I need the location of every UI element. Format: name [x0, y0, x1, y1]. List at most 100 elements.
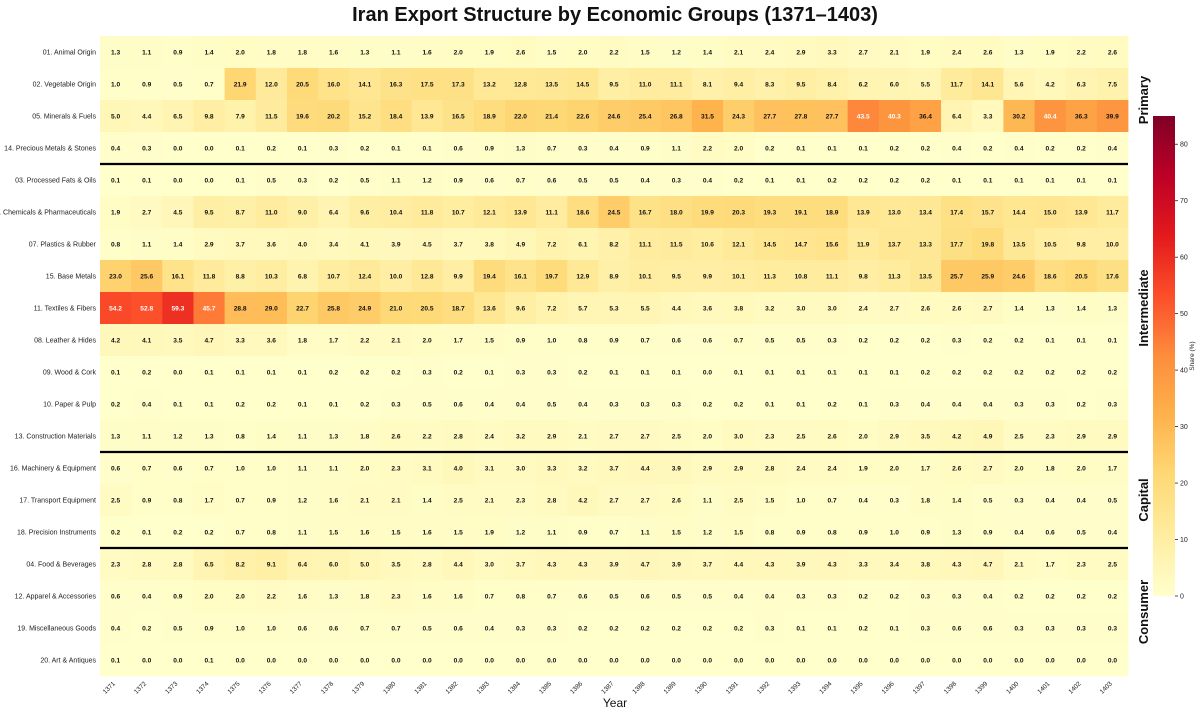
- heatmap-cell: [504, 388, 537, 421]
- heatmap-cell: [754, 100, 786, 133]
- heatmap-cell: [193, 644, 226, 677]
- cell-value: 1.3: [1046, 305, 1055, 312]
- heatmap-cell: [629, 164, 662, 197]
- cell-value: 0.1: [1108, 337, 1117, 344]
- cell-value: 27.7: [826, 113, 839, 120]
- cell-value: 2.8: [423, 561, 432, 568]
- heatmap-cell: [629, 420, 662, 453]
- heatmap-cell: [660, 420, 693, 453]
- cell-value: 3.1: [485, 465, 494, 472]
- heatmap-cell: [1065, 292, 1098, 325]
- heatmap-cell: [162, 388, 194, 421]
- cell-value: 0.9: [267, 497, 276, 504]
- heatmap-cell: [691, 516, 724, 549]
- heatmap-cell: [1034, 484, 1067, 517]
- cell-value: 22.0: [514, 113, 527, 120]
- heatmap-cell: [318, 164, 350, 197]
- cell-value: 14.7: [794, 241, 807, 248]
- cell-value: 9.8: [204, 113, 213, 120]
- heatmap-cell: [193, 324, 226, 357]
- cell-value: 1.2: [703, 529, 712, 536]
- heatmap-cell: [785, 100, 817, 133]
- heatmap-cell: [162, 36, 194, 69]
- column-label: 1403: [1099, 680, 1114, 695]
- heatmap-cell: [224, 356, 257, 389]
- cell-value: 25.6: [140, 273, 153, 280]
- cell-value: 2.0: [703, 433, 712, 440]
- heatmap-cell: [411, 164, 444, 197]
- cell-value: 0.8: [827, 529, 836, 536]
- heatmap-cell: [162, 164, 194, 197]
- heatmap-cell: [1034, 356, 1067, 389]
- heatmap-cell: [1096, 68, 1129, 101]
- cell-value: 3.9: [672, 465, 681, 472]
- heatmap-cell: [847, 420, 880, 453]
- cell-value: 0.1: [1077, 337, 1086, 344]
- heatmap-cell: [785, 548, 817, 581]
- cell-value: 3.0: [734, 433, 743, 440]
- cell-value: 2.9: [547, 433, 556, 440]
- heatmap-cell: [941, 292, 973, 325]
- cell-value: 2.6: [1108, 49, 1117, 56]
- cell-value: 3.3: [983, 113, 992, 120]
- heatmap-cell: [1034, 292, 1067, 325]
- heatmap-cell: [131, 132, 163, 165]
- heatmap-cell: [941, 516, 973, 549]
- heatmap-cell: [723, 420, 755, 453]
- cell-value: 6.4: [329, 209, 338, 216]
- heatmap-cell: [567, 452, 599, 485]
- heatmap-cell: [193, 516, 226, 549]
- cell-value: 0.1: [827, 145, 836, 152]
- cell-value: 0.3: [609, 401, 618, 408]
- heatmap-cell: [878, 324, 911, 357]
- cell-value: 1.4: [1077, 305, 1086, 312]
- heatmap-cell: [504, 260, 537, 293]
- cell-value: 0.1: [204, 369, 213, 376]
- cell-value: 0.0: [1108, 657, 1117, 664]
- heatmap-cell: [536, 100, 568, 133]
- heatmap-cell: [442, 548, 475, 581]
- heatmap-cell: [691, 68, 724, 101]
- heatmap-cell: [224, 36, 257, 69]
- cell-value: 0.0: [204, 145, 213, 152]
- heatmap-cell: [100, 388, 132, 421]
- heatmap-cell: [567, 580, 599, 613]
- heatmap-cell: [100, 516, 132, 549]
- heatmap-cell: [691, 548, 724, 581]
- cell-value: 0.2: [983, 369, 992, 376]
- heatmap-cell: [442, 260, 475, 293]
- heatmap-cell: [785, 132, 817, 165]
- cell-value: 4.1: [360, 241, 369, 248]
- cell-value: 0.2: [921, 145, 930, 152]
- heatmap-cell: [567, 196, 599, 229]
- cell-value: 12.1: [732, 241, 745, 248]
- heatmap-cell: [941, 68, 973, 101]
- row-label: 02. Vegetable Origin: [33, 82, 97, 89]
- row-label: 05. Minerals & Fuels: [32, 114, 96, 121]
- heatmap-cell: [1034, 36, 1067, 69]
- cell-value: 12.4: [358, 273, 371, 280]
- cell-value: 18.6: [576, 209, 589, 216]
- heatmap-cell: [193, 548, 226, 581]
- cell-value: 2.1: [391, 337, 400, 344]
- heatmap-cell: [380, 644, 412, 677]
- cell-value: 26.8: [670, 113, 683, 120]
- cell-value: 22.6: [576, 113, 589, 120]
- cell-value: 0.0: [173, 657, 182, 664]
- cell-value: 2.6: [827, 433, 836, 440]
- cell-value: 8.2: [609, 241, 618, 248]
- heatmap-cell: [972, 68, 1004, 101]
- cell-value: 2.2: [1077, 49, 1086, 56]
- heatmap-cell: [941, 324, 973, 357]
- heatmap-cell: [224, 132, 257, 165]
- heatmap-cell: [909, 324, 942, 357]
- column-label: 1385: [538, 680, 553, 695]
- cell-value: 21.4: [545, 113, 558, 120]
- heatmap-cell: [286, 388, 319, 421]
- colorbar-tick-label: 20: [1180, 481, 1188, 488]
- cell-value: 3.7: [609, 465, 618, 472]
- heatmap-cell: [349, 484, 381, 517]
- cell-value: 0.0: [173, 145, 182, 152]
- colorbar-label: Share (%): [1189, 341, 1196, 370]
- heatmap-cell: [380, 580, 412, 613]
